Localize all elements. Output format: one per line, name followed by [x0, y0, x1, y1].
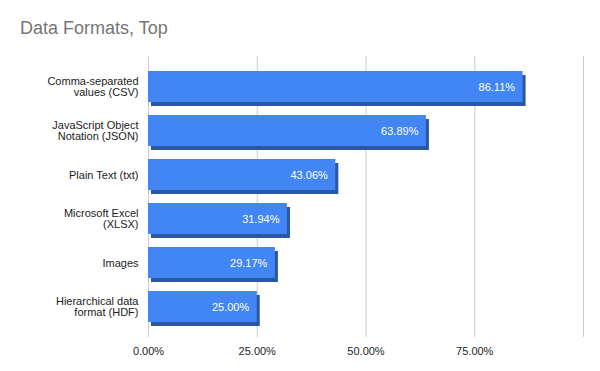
svg-text:Images: Images	[102, 257, 139, 269]
svg-text:0.00%: 0.00%	[133, 345, 164, 357]
svg-text:Plain Text (txt): Plain Text (txt)	[69, 169, 139, 181]
svg-text:Comma-separatedvalues (CSV): Comma-separatedvalues (CSV)	[47, 75, 138, 98]
svg-text:43.06%: 43.06%	[290, 169, 328, 181]
svg-text:25.00%: 25.00%	[212, 301, 250, 313]
svg-text:86.11%: 86.11%	[479, 81, 516, 93]
svg-text:31.94%: 31.94%	[242, 213, 280, 225]
svg-text:Microsoft Excel(XLSX): Microsoft Excel(XLSX)	[64, 207, 139, 230]
svg-text:25.00%: 25.00%	[239, 345, 277, 357]
html-text:Data Formats, Top: Data Formats, Top	[20, 18, 168, 38]
svg-text:75.00%: 75.00%	[456, 345, 494, 357]
svg-text:50.00%: 50.00%	[347, 345, 385, 357]
svg-text:JavaScript ObjectNotation (JSO: JavaScript ObjectNotation (JSON)	[52, 119, 138, 142]
svg-text:29.17%: 29.17%	[230, 257, 268, 269]
svg-text:63.89%: 63.89%	[381, 125, 419, 137]
svg-text:Hierarchical dataformat (HDF): Hierarchical dataformat (HDF)	[56, 295, 139, 318]
